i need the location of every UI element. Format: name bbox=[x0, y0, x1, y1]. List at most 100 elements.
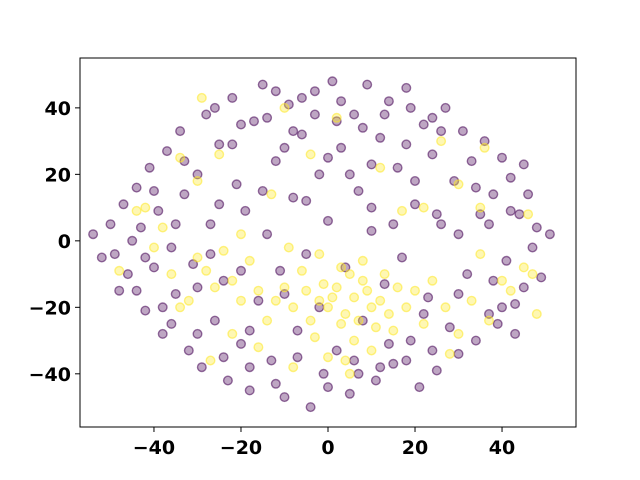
point-class-0 bbox=[222, 375, 233, 386]
point-class-1 bbox=[309, 332, 320, 343]
point-class-0 bbox=[510, 299, 521, 310]
point-class-1 bbox=[344, 368, 355, 379]
point-class-0 bbox=[183, 345, 194, 356]
point-class-0 bbox=[161, 146, 172, 157]
point-class-0 bbox=[227, 139, 238, 150]
point-class-0 bbox=[518, 282, 529, 293]
point-class-1 bbox=[444, 348, 455, 359]
x-tick-label: 20 bbox=[402, 437, 428, 459]
x-axis: −40 −20 0 20 40 bbox=[133, 427, 515, 459]
point-class-0 bbox=[488, 189, 499, 200]
point-class-0 bbox=[323, 152, 334, 163]
point-class-1 bbox=[375, 295, 386, 306]
point-class-0 bbox=[227, 92, 238, 103]
point-class-1 bbox=[397, 205, 408, 216]
point-class-0 bbox=[453, 289, 464, 300]
point-class-0 bbox=[349, 355, 360, 366]
point-class-0 bbox=[218, 275, 229, 286]
point-class-0 bbox=[388, 219, 399, 230]
point-class-1 bbox=[218, 245, 229, 256]
point-class-0 bbox=[248, 116, 259, 127]
point-class-0 bbox=[157, 328, 168, 339]
point-class-1 bbox=[201, 265, 212, 276]
point-class-1 bbox=[436, 136, 447, 147]
point-class-1 bbox=[323, 302, 334, 313]
point-class-0 bbox=[153, 205, 164, 216]
point-class-0 bbox=[505, 172, 516, 183]
point-class-1 bbox=[375, 162, 386, 173]
point-class-0 bbox=[523, 189, 534, 200]
point-class-1 bbox=[296, 265, 307, 276]
point-class-1 bbox=[497, 275, 508, 286]
point-class-0 bbox=[240, 205, 251, 216]
point-class-0 bbox=[453, 348, 464, 359]
point-class-0 bbox=[344, 169, 355, 180]
point-class-1 bbox=[331, 112, 342, 123]
point-class-0 bbox=[440, 102, 451, 113]
point-class-1 bbox=[484, 315, 495, 326]
point-class-0 bbox=[514, 209, 525, 220]
point-class-0 bbox=[114, 285, 125, 296]
point-class-0 bbox=[262, 229, 273, 240]
point-class-0 bbox=[214, 199, 225, 210]
point-class-1 bbox=[279, 282, 290, 293]
point-class-0 bbox=[140, 305, 151, 316]
point-class-0 bbox=[253, 295, 264, 306]
point-class-0 bbox=[266, 355, 277, 366]
point-class-0 bbox=[418, 309, 429, 320]
point-class-1 bbox=[388, 325, 399, 336]
point-class-1 bbox=[157, 222, 168, 233]
point-class-0 bbox=[288, 126, 299, 137]
point-class-1 bbox=[140, 202, 151, 213]
point-class-0 bbox=[209, 102, 220, 113]
point-class-0 bbox=[388, 358, 399, 369]
point-class-0 bbox=[148, 262, 159, 273]
point-class-0 bbox=[196, 362, 207, 373]
point-class-0 bbox=[88, 229, 99, 240]
point-class-0 bbox=[375, 362, 386, 373]
point-class-0 bbox=[166, 318, 177, 329]
point-class-1 bbox=[479, 142, 490, 153]
point-class-1 bbox=[366, 302, 377, 313]
point-class-1 bbox=[357, 255, 368, 266]
point-class-0 bbox=[405, 102, 416, 113]
point-class-1 bbox=[475, 249, 486, 260]
point-class-1 bbox=[505, 285, 516, 296]
point-class-0 bbox=[414, 382, 425, 393]
point-class-0 bbox=[392, 162, 403, 173]
y-tick-label: 40 bbox=[45, 98, 71, 120]
point-class-1 bbox=[175, 152, 186, 163]
point-class-1 bbox=[418, 318, 429, 329]
point-class-0 bbox=[379, 109, 390, 120]
point-class-0 bbox=[527, 242, 538, 253]
point-class-1 bbox=[288, 302, 299, 313]
point-class-0 bbox=[279, 142, 290, 153]
point-class-1 bbox=[214, 149, 225, 160]
point-class-0 bbox=[397, 252, 408, 263]
point-class-1 bbox=[205, 355, 216, 366]
point-class-0 bbox=[270, 156, 281, 167]
point-class-0 bbox=[323, 215, 334, 226]
point-class-1 bbox=[192, 252, 203, 263]
point-class-0 bbox=[366, 225, 377, 236]
point-class-0 bbox=[231, 179, 242, 190]
point-class-0 bbox=[366, 202, 377, 213]
point-class-1 bbox=[323, 352, 334, 363]
point-class-0 bbox=[444, 322, 455, 333]
point-class-1 bbox=[244, 255, 255, 266]
point-class-1 bbox=[305, 149, 316, 160]
point-class-0 bbox=[410, 199, 421, 210]
point-class-1 bbox=[131, 205, 142, 216]
point-class-0 bbox=[148, 185, 159, 196]
point-class-0 bbox=[366, 159, 377, 170]
point-class-0 bbox=[497, 302, 508, 313]
point-class-0 bbox=[418, 119, 429, 130]
point-class-0 bbox=[296, 129, 307, 140]
point-class-1 bbox=[357, 275, 368, 286]
point-class-0 bbox=[427, 345, 438, 356]
point-class-0 bbox=[327, 76, 338, 87]
point-class-0 bbox=[170, 219, 181, 230]
point-class-0 bbox=[209, 315, 220, 326]
point-class-0 bbox=[118, 199, 129, 210]
